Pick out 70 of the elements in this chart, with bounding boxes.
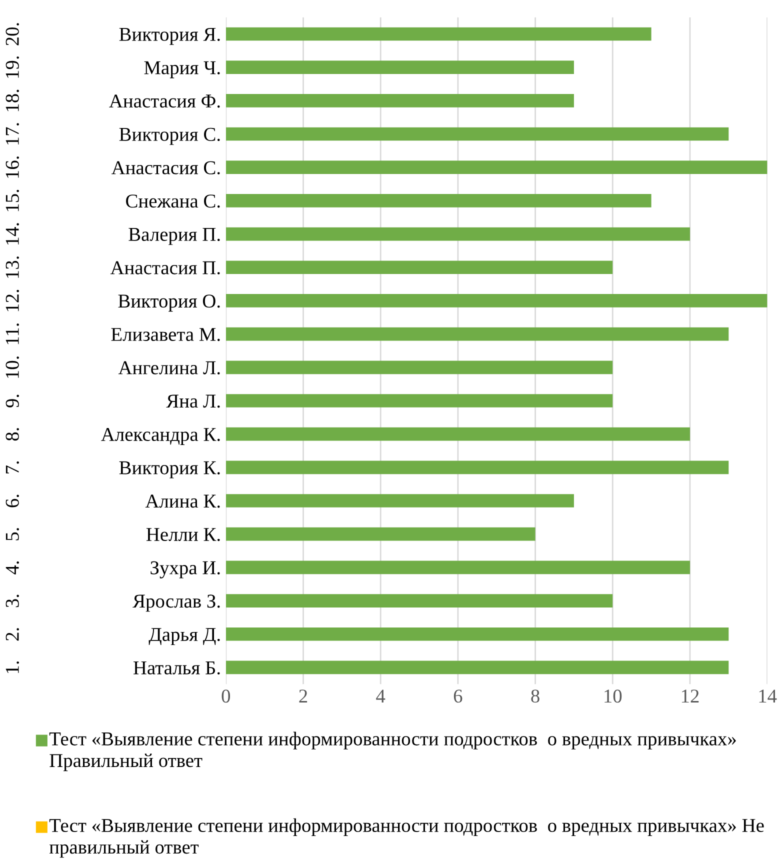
text: 3. xyxy=(6,594,19,608)
y-tick-label: Яна Л. xyxy=(166,394,220,408)
y-tick-label: Виктория С. xyxy=(119,128,220,145)
bar xyxy=(226,294,768,308)
bar xyxy=(226,560,690,574)
text: 16. xyxy=(6,156,19,178)
y-tick-label: Алина К. xyxy=(145,494,220,508)
y-tick-label: Дарья Д. xyxy=(148,628,220,646)
y-tick-label: Виктория О. xyxy=(118,294,220,312)
y-tick-label: Александра К. xyxy=(101,428,220,445)
text: 20. xyxy=(6,23,19,46)
bar xyxy=(226,527,536,541)
bar xyxy=(226,194,652,208)
text: 1. xyxy=(6,661,19,674)
x-tick-label: 0 xyxy=(222,690,230,703)
x-tick-label: 8 xyxy=(531,690,540,703)
bar xyxy=(226,94,574,108)
text: 18. xyxy=(6,90,19,112)
y-tick-label: Анастасия С. xyxy=(111,161,220,174)
legend-label: Тест «Выявление степени информированности подростков о вредных привычках» Не правильный ответ xyxy=(49,818,764,858)
y-tick-label: Наталья Б. xyxy=(133,661,220,674)
bar xyxy=(226,427,690,441)
bar xyxy=(226,27,652,41)
y-tick-label: Ярослав З. xyxy=(132,594,220,612)
text: 19. xyxy=(6,56,19,78)
x-tick-label: 2 xyxy=(299,690,308,702)
y-tick-label: Анастасия П. xyxy=(110,261,220,274)
x-tick-label: 4 xyxy=(376,690,386,702)
text: 8. xyxy=(6,428,19,441)
y-tick-label: Елизавета М. xyxy=(111,328,220,342)
text: 10. xyxy=(6,356,19,378)
y-tick-label: Нелли К. xyxy=(146,528,220,542)
x-tick-label: 10 xyxy=(604,690,622,703)
text: 11. xyxy=(6,324,19,344)
bar xyxy=(226,60,574,74)
text: 12. xyxy=(6,290,19,312)
x-tick-label: 6 xyxy=(454,690,462,703)
bar xyxy=(226,660,729,674)
y-tick-label: Виктория К. xyxy=(119,461,220,478)
bar xyxy=(226,260,613,274)
y-tick-label: Зухра И. xyxy=(150,561,220,578)
bar xyxy=(226,327,729,341)
text: 15. xyxy=(6,190,19,212)
text: 17. xyxy=(6,123,19,144)
y-tick-label: Виктория Я. xyxy=(119,28,220,45)
bar xyxy=(226,160,768,174)
bar xyxy=(226,460,729,474)
text: 7. xyxy=(6,461,19,474)
y-tick-label: Снежана С. xyxy=(126,194,220,208)
y-tick-label: Валерия П. xyxy=(128,228,220,245)
text: 2. xyxy=(6,628,19,641)
bar xyxy=(226,127,729,141)
x-tick-label: 14 xyxy=(759,690,777,702)
bar xyxy=(226,594,613,608)
text: 9. xyxy=(6,394,19,408)
bar xyxy=(226,494,574,508)
y-tick-label: Ангелина Л. xyxy=(118,361,220,374)
y-tick-label: Мария Ч. xyxy=(144,61,220,78)
text: 5. xyxy=(6,528,19,540)
bar xyxy=(226,227,690,241)
bar xyxy=(226,627,729,641)
text: 4. xyxy=(6,561,19,574)
bar xyxy=(226,394,613,408)
legend-label: Тест «Выявление степени информированности подростков о вредных привычках» Правильный ответ xyxy=(49,732,736,772)
text: 14. xyxy=(6,223,19,244)
x-tick-label: 12 xyxy=(682,690,699,702)
text: 13. xyxy=(6,256,19,278)
bar xyxy=(226,360,613,374)
text: 6. xyxy=(6,494,19,508)
y-tick-label: Анастасия Ф. xyxy=(109,94,220,108)
